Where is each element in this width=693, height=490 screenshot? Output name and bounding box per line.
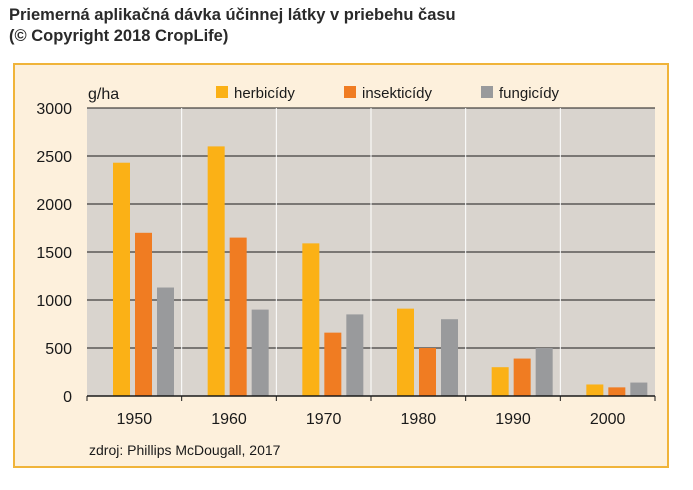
x-tick-label: 2000 bbox=[590, 411, 626, 428]
legend-swatch bbox=[344, 86, 356, 98]
bar bbox=[586, 384, 604, 396]
bar bbox=[419, 348, 436, 396]
x-tick-label: 1950 bbox=[117, 411, 153, 428]
bar bbox=[229, 237, 247, 396]
bar bbox=[207, 146, 225, 396]
legend-label: fungicídy bbox=[499, 85, 560, 102]
bar bbox=[608, 387, 626, 396]
legend-swatch bbox=[481, 86, 493, 98]
legend: herbicídy insekticídy fungicídy bbox=[216, 85, 560, 102]
bar bbox=[535, 348, 553, 396]
chart-title: Priemerná aplikačná dávka účinnej látky … bbox=[9, 5, 679, 47]
y-tick-label: 1000 bbox=[36, 293, 72, 310]
x-tick-label: 1980 bbox=[401, 411, 437, 428]
title-line-2: (© Copyright 2018 CropLife) bbox=[9, 27, 229, 45]
bar bbox=[251, 309, 269, 396]
title-line-1: Priemerná aplikačná dávka účinnej látky … bbox=[9, 6, 456, 24]
grid-lines bbox=[87, 107, 655, 396]
bar bbox=[302, 243, 320, 396]
bar bbox=[157, 287, 174, 396]
legend-label: herbicídy bbox=[234, 85, 295, 102]
bar bbox=[346, 314, 364, 396]
x-axis-ticks: 1950 1960 1970 1980 1990 2000 bbox=[86, 396, 656, 428]
bar bbox=[513, 358, 531, 396]
y-tick-label: 2000 bbox=[36, 197, 72, 214]
x-tick-label: 1970 bbox=[306, 411, 342, 428]
y-axis-unit: g/ha bbox=[88, 86, 119, 103]
legend-swatch bbox=[216, 86, 228, 98]
bar bbox=[135, 232, 152, 396]
bar bbox=[630, 382, 648, 396]
y-tick-label: 2500 bbox=[36, 149, 72, 166]
y-tick-label: 3000 bbox=[36, 101, 72, 118]
bar bbox=[113, 162, 130, 396]
legend-label: insekticídy bbox=[362, 85, 433, 102]
y-tick-label: 500 bbox=[45, 341, 72, 358]
bar bbox=[397, 308, 414, 396]
bar bbox=[491, 367, 509, 396]
x-tick-label: 1960 bbox=[211, 411, 247, 428]
source-note: zdroj: Phillips McDougall, 2017 bbox=[89, 442, 281, 458]
bars bbox=[113, 146, 648, 396]
y-tick-label: 1500 bbox=[36, 245, 72, 262]
y-tick-label: 0 bbox=[63, 389, 72, 406]
x-tick-label: 1990 bbox=[495, 411, 531, 428]
y-axis-ticks: 0 500 1000 1500 2000 2500 3000 bbox=[36, 101, 72, 406]
bar bbox=[441, 319, 458, 396]
bar bbox=[324, 332, 342, 396]
